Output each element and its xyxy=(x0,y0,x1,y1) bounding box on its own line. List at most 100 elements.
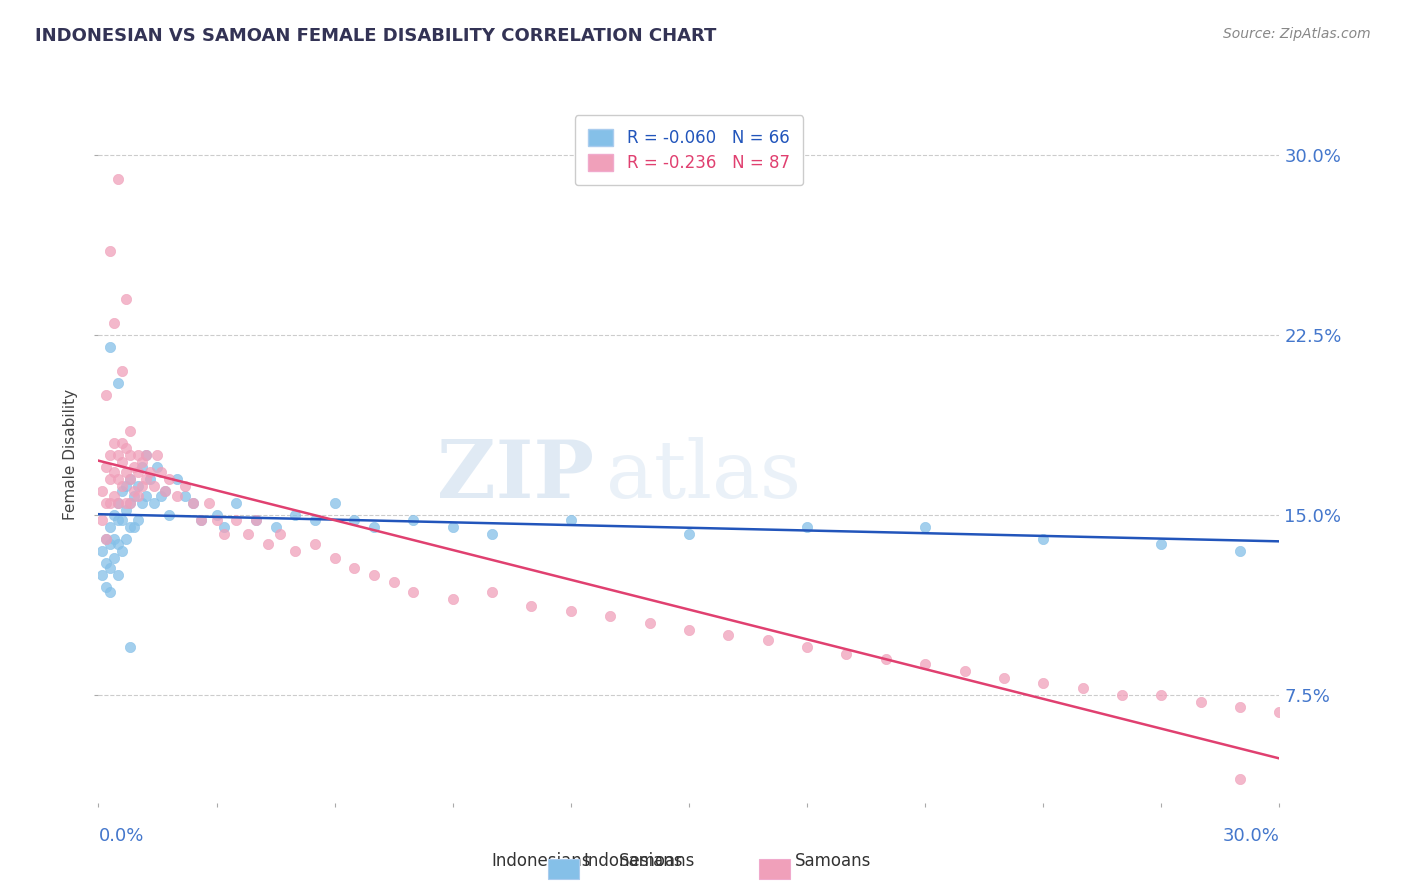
Point xyxy=(103,551,125,566)
Point xyxy=(118,520,141,534)
Point xyxy=(91,483,114,498)
Point xyxy=(115,532,138,546)
Point xyxy=(1111,688,1133,702)
Point xyxy=(107,496,129,510)
Point xyxy=(150,465,173,479)
Point xyxy=(98,520,121,534)
Point xyxy=(96,532,118,546)
Point xyxy=(111,513,134,527)
Point xyxy=(135,472,157,486)
Point xyxy=(107,472,129,486)
Text: atlas: atlas xyxy=(606,437,801,515)
Point xyxy=(304,537,326,551)
Point xyxy=(127,489,149,503)
Point xyxy=(284,544,307,558)
Point xyxy=(256,537,278,551)
Point xyxy=(796,520,818,534)
Point xyxy=(103,465,125,479)
Point xyxy=(756,632,779,647)
Point xyxy=(96,580,118,594)
Point xyxy=(914,520,936,534)
Point xyxy=(363,520,385,534)
Point xyxy=(142,496,165,510)
Point xyxy=(91,513,114,527)
Point xyxy=(264,520,287,534)
Text: 30.0%: 30.0% xyxy=(1223,827,1279,845)
Point xyxy=(98,496,121,510)
Point xyxy=(118,496,141,510)
Point xyxy=(190,513,212,527)
Point xyxy=(107,448,129,462)
Point xyxy=(142,479,165,493)
Text: 0.0%: 0.0% xyxy=(98,827,143,845)
Point xyxy=(146,448,169,462)
Point xyxy=(197,496,219,510)
Point xyxy=(138,465,160,479)
Point xyxy=(107,513,129,527)
Point xyxy=(1032,532,1054,546)
Point xyxy=(103,316,125,330)
Point xyxy=(560,604,582,618)
Point xyxy=(1189,695,1212,709)
Point xyxy=(103,508,125,522)
Point xyxy=(135,448,157,462)
Point xyxy=(131,496,153,510)
Point xyxy=(269,527,291,541)
Point xyxy=(155,483,177,498)
Text: Indonesians: Indonesians xyxy=(491,852,591,870)
Point xyxy=(96,532,118,546)
Point xyxy=(835,647,858,661)
Point xyxy=(96,556,118,570)
Point xyxy=(127,479,149,493)
Point xyxy=(118,640,141,654)
Point xyxy=(599,608,621,623)
Point xyxy=(146,459,169,474)
Point xyxy=(214,520,236,534)
Point xyxy=(111,544,134,558)
Point xyxy=(1071,681,1094,695)
Text: Samoans: Samoans xyxy=(619,852,695,870)
Point xyxy=(174,479,197,493)
Point xyxy=(115,441,138,455)
Point xyxy=(98,448,121,462)
Point xyxy=(914,657,936,671)
Legend: R = -0.060   N = 66, R = -0.236   N = 87: R = -0.060 N = 66, R = -0.236 N = 87 xyxy=(575,115,803,185)
Point xyxy=(343,560,366,574)
Text: Indonesians: Indonesians xyxy=(583,852,683,870)
Point xyxy=(111,364,134,378)
Point xyxy=(304,513,326,527)
Point xyxy=(166,489,188,503)
Point xyxy=(98,560,121,574)
Point xyxy=(1268,705,1291,719)
Point xyxy=(678,623,700,637)
Point xyxy=(190,513,212,527)
Point xyxy=(1032,676,1054,690)
Text: Samoans: Samoans xyxy=(794,852,870,870)
Point xyxy=(245,513,267,527)
Point xyxy=(796,640,818,654)
Point xyxy=(1150,688,1173,702)
Point xyxy=(717,628,740,642)
Point xyxy=(441,520,464,534)
Y-axis label: Female Disability: Female Disability xyxy=(63,389,79,521)
Point xyxy=(115,292,138,306)
Text: ZIP: ZIP xyxy=(437,437,595,515)
Point xyxy=(875,652,897,666)
Point xyxy=(98,340,121,354)
Point xyxy=(115,496,138,510)
Point xyxy=(323,551,346,566)
Point xyxy=(138,472,160,486)
Point xyxy=(91,544,114,558)
Point xyxy=(118,424,141,438)
Point xyxy=(91,567,114,582)
Point xyxy=(131,459,153,474)
Point xyxy=(118,472,141,486)
Point xyxy=(111,436,134,450)
Point xyxy=(205,513,228,527)
Point xyxy=(107,537,129,551)
Point xyxy=(122,459,145,474)
Point xyxy=(131,479,153,493)
Point xyxy=(98,537,121,551)
Point xyxy=(115,479,138,493)
Point xyxy=(103,532,125,546)
